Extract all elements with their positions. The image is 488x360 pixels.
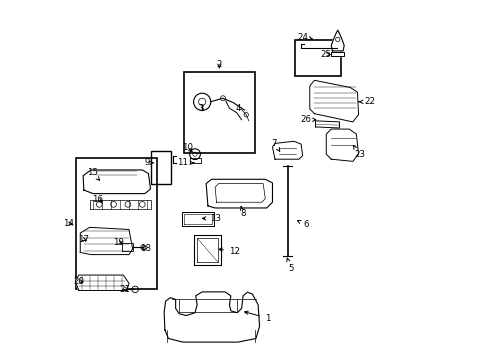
Text: 25: 25 xyxy=(320,50,331,59)
Text: 2: 2 xyxy=(216,60,222,69)
Text: 18: 18 xyxy=(140,244,151,253)
Text: 13: 13 xyxy=(202,214,221,223)
Text: 15: 15 xyxy=(86,168,100,180)
Polygon shape xyxy=(309,80,358,122)
Text: 10: 10 xyxy=(181,143,192,152)
Polygon shape xyxy=(75,275,129,291)
Text: 20: 20 xyxy=(73,276,84,285)
Polygon shape xyxy=(164,292,259,342)
Bar xyxy=(183,72,255,153)
Text: 23: 23 xyxy=(352,145,365,159)
Polygon shape xyxy=(190,158,201,163)
Text: 14: 14 xyxy=(62,219,73,228)
Polygon shape xyxy=(330,30,344,51)
Polygon shape xyxy=(272,141,302,159)
Polygon shape xyxy=(83,170,150,194)
Text: 6: 6 xyxy=(297,220,308,229)
Text: 21: 21 xyxy=(119,285,130,294)
Text: 24: 24 xyxy=(297,33,312,42)
Polygon shape xyxy=(182,212,214,226)
Text: 8: 8 xyxy=(240,206,245,218)
Polygon shape xyxy=(80,227,132,255)
Polygon shape xyxy=(325,129,358,161)
Text: 22: 22 xyxy=(358,97,375,106)
Text: 26: 26 xyxy=(300,115,315,124)
Text: 16: 16 xyxy=(92,194,103,203)
Text: 11: 11 xyxy=(177,158,194,167)
Text: 1: 1 xyxy=(244,311,270,323)
Bar xyxy=(151,151,171,184)
Polygon shape xyxy=(206,179,272,208)
Bar xyxy=(294,40,341,76)
Text: 3: 3 xyxy=(198,104,203,113)
Text: 7: 7 xyxy=(271,139,279,151)
Polygon shape xyxy=(315,121,339,128)
Text: 5: 5 xyxy=(286,258,293,274)
Text: 19: 19 xyxy=(113,238,123,247)
Bar xyxy=(76,158,156,289)
Polygon shape xyxy=(89,200,150,210)
Text: 17: 17 xyxy=(78,235,88,244)
Polygon shape xyxy=(122,243,132,251)
Text: 4: 4 xyxy=(235,104,240,113)
Polygon shape xyxy=(193,234,221,265)
Text: 9: 9 xyxy=(144,158,153,167)
Text: 12: 12 xyxy=(219,247,240,256)
Polygon shape xyxy=(330,51,344,56)
